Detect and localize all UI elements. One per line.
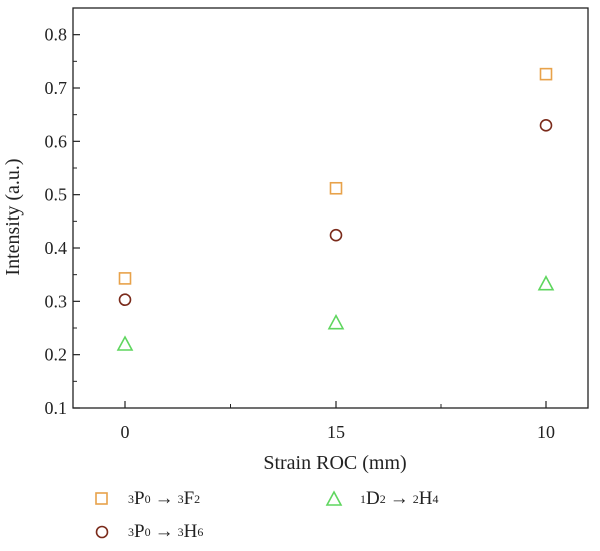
- x-axis-ticks: 0 15 10: [121, 401, 555, 442]
- scatter-chart: 0.1 0.2 0.3 0.4 0.5 0.6 0.7 0.8 0 15 10 Strain RO…: [2, 7, 589, 474]
- y-tick-label: 0.1: [45, 398, 68, 418]
- legend-2-b: H: [183, 521, 198, 542]
- legend-circle-marker: [95, 525, 109, 539]
- y-tick-label: 0.8: [45, 25, 68, 45]
- square-point: [329, 181, 343, 195]
- square-point: [539, 67, 553, 81]
- triangle-point: [537, 275, 555, 291]
- y-axis-ticks: 0.1 0.2 0.3 0.4 0.5 0.6 0.7 0.8: [45, 25, 80, 418]
- axes-frame: [72, 7, 589, 409]
- y-axis-label: Intensity (a.u.): [2, 158, 24, 275]
- y-tick-label: 0.2: [45, 345, 68, 365]
- y-tick-label: 0.6: [45, 131, 68, 151]
- circle-point: [118, 293, 132, 307]
- legend-2-pre-sup: 3: [128, 524, 134, 539]
- triangle-point: [116, 335, 134, 351]
- legend-1-post-sup: 3: [177, 491, 184, 506]
- legend-square-marker: [95, 492, 108, 505]
- y-tick-label: 0.3: [45, 291, 68, 311]
- circle-point: [539, 119, 553, 132]
- x-tick-label: 0: [121, 422, 130, 442]
- legend-1-arrow: →: [154, 488, 174, 509]
- x-axis-label: Strain ROC (mm): [263, 452, 406, 474]
- y-tick-label: 0.5: [45, 185, 68, 205]
- y-tick-label: 0.7: [45, 78, 68, 98]
- square-point: [118, 272, 132, 285]
- legend-1-a: P: [134, 488, 145, 509]
- legend-3-b: H: [418, 488, 433, 509]
- triangle-point: [327, 313, 345, 330]
- plot-frame: [72, 7, 589, 409]
- legend-1-b-sub: 2: [194, 491, 201, 506]
- legend-3-pre-sup: 1: [360, 491, 366, 506]
- legend-2-a-sub: 0: [144, 524, 151, 539]
- x-tick-label: 10: [537, 422, 555, 442]
- legend-2-post-sup: 3: [177, 524, 184, 539]
- data-points: [116, 67, 555, 351]
- circle-point: [329, 228, 343, 242]
- legend-1-b: F: [183, 488, 195, 509]
- legend-2-arrow: →: [154, 521, 174, 542]
- x-tick-label: 15: [327, 422, 345, 442]
- legend-3-a: D: [366, 488, 380, 509]
- legend-2-a: P: [134, 521, 145, 542]
- legend-3-post-sup: 2: [412, 491, 419, 506]
- legend-3-a-sub: 2: [379, 491, 386, 506]
- legend-triangle-marker: [325, 490, 343, 506]
- legend-1-a-sub: 0: [144, 491, 151, 506]
- legend-1-pre-sup: 3: [128, 491, 134, 506]
- legend-3-b-sub: 4: [432, 491, 439, 506]
- legend-3-arrow: →: [389, 488, 409, 509]
- legend-2-b-sub: 6: [197, 524, 204, 539]
- y-tick-label: 0.4: [45, 238, 68, 258]
